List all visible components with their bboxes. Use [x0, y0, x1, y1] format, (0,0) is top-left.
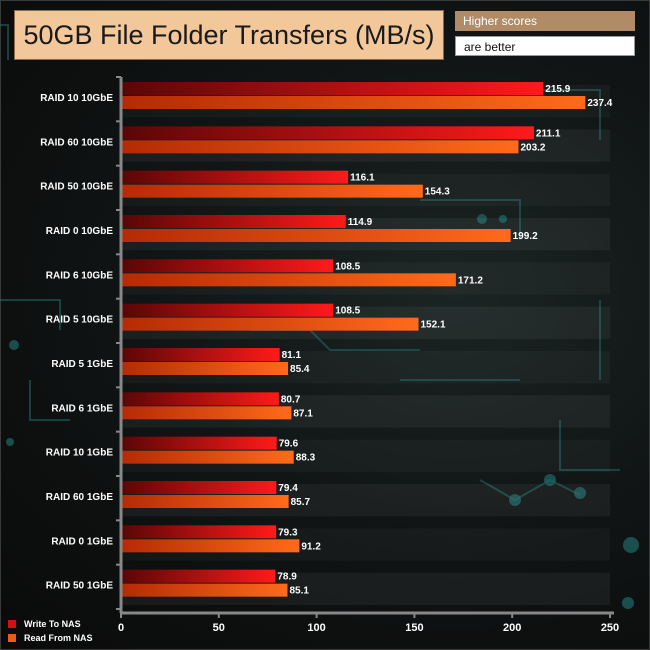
- bar-group: RAID 10 10GbE 215.9 237.4 RAID 60 10GbE 211.…: [40, 82, 613, 597]
- bar-read: [121, 406, 292, 420]
- bar-write: [121, 215, 346, 228]
- data-label: 85.1: [289, 586, 309, 597]
- bar-read: [121, 450, 294, 464]
- data-label: 108.5: [335, 261, 360, 272]
- bar-read: [121, 184, 423, 198]
- data-label: 78.9: [277, 572, 297, 583]
- category-label: RAID 0 10GbE: [46, 226, 114, 237]
- bar-write: [121, 436, 277, 450]
- legend-item-read: Read From NAS: [8, 631, 93, 645]
- data-label: 87.1: [293, 408, 313, 419]
- bar-read: [121, 362, 289, 375]
- are-better-note: are better: [455, 36, 635, 56]
- data-label: 85.7: [291, 497, 311, 508]
- bar-write: [121, 259, 334, 273]
- circuit-trace: [479, 478, 581, 502]
- bar-read: [121, 229, 511, 242]
- legend-swatch-read: [8, 634, 16, 642]
- bar-write: [121, 481, 277, 494]
- circuit-trace: [420, 199, 521, 240]
- data-label: 203.2: [520, 142, 545, 153]
- circuit-node: [499, 215, 507, 223]
- bar-read: [121, 140, 519, 154]
- circuit-trace: [0, 299, 61, 330]
- data-label: 85.4: [290, 364, 310, 375]
- x-tick-label: 200: [503, 622, 521, 634]
- bar-read: [121, 495, 289, 508]
- data-label: 79.3: [278, 527, 298, 538]
- data-label: 108.5: [335, 306, 360, 317]
- circuit-trace: [0, 24, 9, 60]
- category-label: RAID 5 1GbE: [51, 359, 113, 370]
- chart-title-text: 50GB File Folder Transfers (MB/s): [23, 19, 435, 50]
- circuit-node: [509, 494, 521, 506]
- category-label: RAID 6 10GbE: [46, 270, 114, 281]
- bar-read: [121, 317, 419, 331]
- data-label: 215.9: [545, 84, 570, 95]
- data-label: 237.4: [587, 98, 612, 109]
- circuit-node: [6, 438, 14, 446]
- legend-label-write: Write To NAS: [24, 619, 81, 629]
- data-label: 81.1: [282, 350, 302, 361]
- data-label: 79.6: [279, 439, 299, 450]
- bar-write: [121, 525, 277, 539]
- x-tick-label: 250: [601, 622, 619, 634]
- data-label: 80.7: [281, 394, 301, 405]
- bar-write: [121, 348, 280, 361]
- x-tick-label: 150: [405, 622, 423, 634]
- circuit-node: [477, 214, 487, 224]
- bar-write: [121, 569, 276, 583]
- higher-scores-note: Higher scores: [455, 11, 635, 31]
- circuit-node: [574, 487, 586, 499]
- circuit-node: [622, 597, 634, 609]
- circuit-trace: [559, 420, 620, 471]
- bar-read: [121, 96, 586, 109]
- chart-title: 50GB File Folder Transfers (MB/s): [14, 10, 444, 60]
- x-axis: 0 50 100 150 200 250: [116, 76, 619, 634]
- legend-swatch-write: [8, 620, 16, 628]
- bar-write: [121, 126, 534, 140]
- legend-item-write: Write To NAS: [8, 617, 93, 631]
- data-label: 91.2: [301, 541, 321, 552]
- circuit-node: [544, 474, 556, 486]
- category-label: RAID 10 1GbE: [46, 448, 114, 459]
- bar-write: [121, 303, 334, 317]
- bar-write: [121, 392, 279, 406]
- data-label: 88.3: [296, 453, 316, 464]
- bar-read: [121, 539, 300, 553]
- category-label: RAID 5 10GbE: [46, 315, 114, 326]
- bar-write: [121, 170, 349, 184]
- bar-write: [121, 82, 544, 95]
- bar-read: [121, 273, 456, 287]
- circuit-node: [623, 537, 639, 553]
- circuit-trace: [520, 89, 601, 140]
- x-tick-label: 0: [118, 622, 124, 634]
- category-label: RAID 60 10GbE: [40, 137, 113, 148]
- data-label: 199.2: [513, 231, 538, 242]
- x-tick-label: 100: [307, 622, 325, 634]
- category-label: RAID 0 1GbE: [51, 536, 113, 547]
- bar-read: [121, 583, 288, 597]
- data-label: 116.1: [350, 173, 375, 184]
- legend: Write To NAS Read From NAS: [8, 617, 93, 645]
- data-label: 152.1: [421, 320, 446, 331]
- legend-label-read: Read From NAS: [24, 633, 93, 643]
- data-label: 171.2: [458, 275, 483, 286]
- data-label: 79.4: [278, 483, 298, 494]
- category-label: RAID 50 10GbE: [40, 182, 113, 193]
- data-label: 211.1: [536, 128, 561, 139]
- circuit-trace: [29, 380, 70, 421]
- circuit-node: [9, 340, 19, 350]
- category-label: RAID 50 1GbE: [46, 581, 114, 592]
- x-tick-label: 50: [213, 622, 225, 634]
- data-label: 154.3: [425, 187, 450, 198]
- category-label: RAID 10 10GbE: [40, 93, 113, 104]
- data-label: 114.9: [348, 217, 373, 228]
- category-label: RAID 6 1GbE: [51, 403, 113, 414]
- category-label: RAID 60 1GbE: [46, 492, 114, 503]
